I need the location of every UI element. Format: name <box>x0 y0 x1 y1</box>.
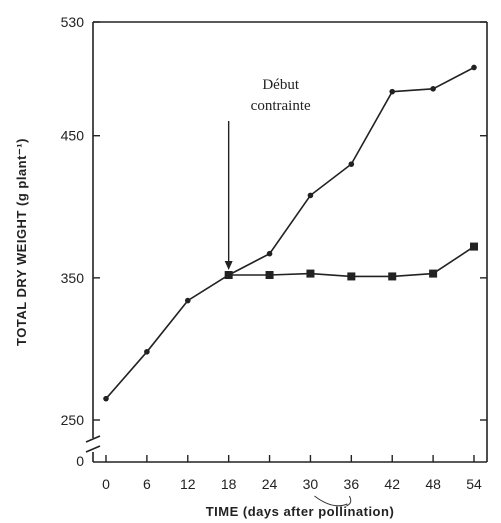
data-point-circle <box>307 192 314 199</box>
data-point-circle <box>144 348 150 355</box>
handwritten-mark <box>314 495 348 507</box>
data-point-circle <box>266 250 273 257</box>
data-point-square <box>429 269 438 278</box>
data-point-square <box>388 272 397 281</box>
data-point-circle <box>389 88 396 95</box>
handwritten-mark <box>346 495 352 507</box>
y-tick-label: 350 <box>61 270 85 286</box>
y-axis-break-mark <box>85 445 101 453</box>
y-tick-label: 450 <box>61 128 85 144</box>
x-tick-label: 30 <box>303 476 319 492</box>
data-point-circle <box>103 395 109 402</box>
series-line <box>228 245 475 278</box>
data-point-circle <box>348 161 355 167</box>
x-tick-label: 48 <box>425 476 441 492</box>
data-point-square <box>306 269 315 278</box>
x-tick-label: 0 <box>102 476 110 492</box>
annotation-layer: Début contrainte <box>224 77 352 507</box>
series-layer <box>103 64 478 402</box>
annotation-label-line1: Début <box>262 77 299 93</box>
x-tick-label: 12 <box>180 476 196 492</box>
data-point-square <box>265 271 274 280</box>
series-line <box>105 66 475 400</box>
axes <box>85 21 488 463</box>
x-tick-label: 24 <box>262 476 278 492</box>
y-tick-label: 250 <box>61 412 85 428</box>
annotation-label-line2: contrainte <box>251 98 311 114</box>
data-point-circle <box>184 297 191 304</box>
data-point-square <box>347 272 356 281</box>
y-axis-break-mark <box>85 435 101 443</box>
y-axis-title: TOTAL DRY WEIGHT (g plant⁻¹) <box>14 138 29 346</box>
annotation-arrow-head <box>224 261 233 271</box>
y-break-label: 0 <box>76 453 84 469</box>
data-point-square <box>470 242 478 251</box>
x-axis-title: TIME (days after pollination) <box>206 504 395 519</box>
x-tick-label: 6 <box>143 476 151 492</box>
data-point-circle <box>430 86 436 92</box>
x-tick-label: 54 <box>466 476 482 492</box>
x-tick-label: 18 <box>221 476 237 492</box>
ticks: 0 6 12 18 24 30 36 42 48 54 250 350 450 530 0 <box>61 14 487 492</box>
data-point-square <box>224 271 233 280</box>
y-tick-label: 530 <box>61 14 85 30</box>
x-tick-label: 36 <box>344 476 360 492</box>
data-point-circle <box>471 64 477 71</box>
x-tick-label: 42 <box>384 476 400 492</box>
